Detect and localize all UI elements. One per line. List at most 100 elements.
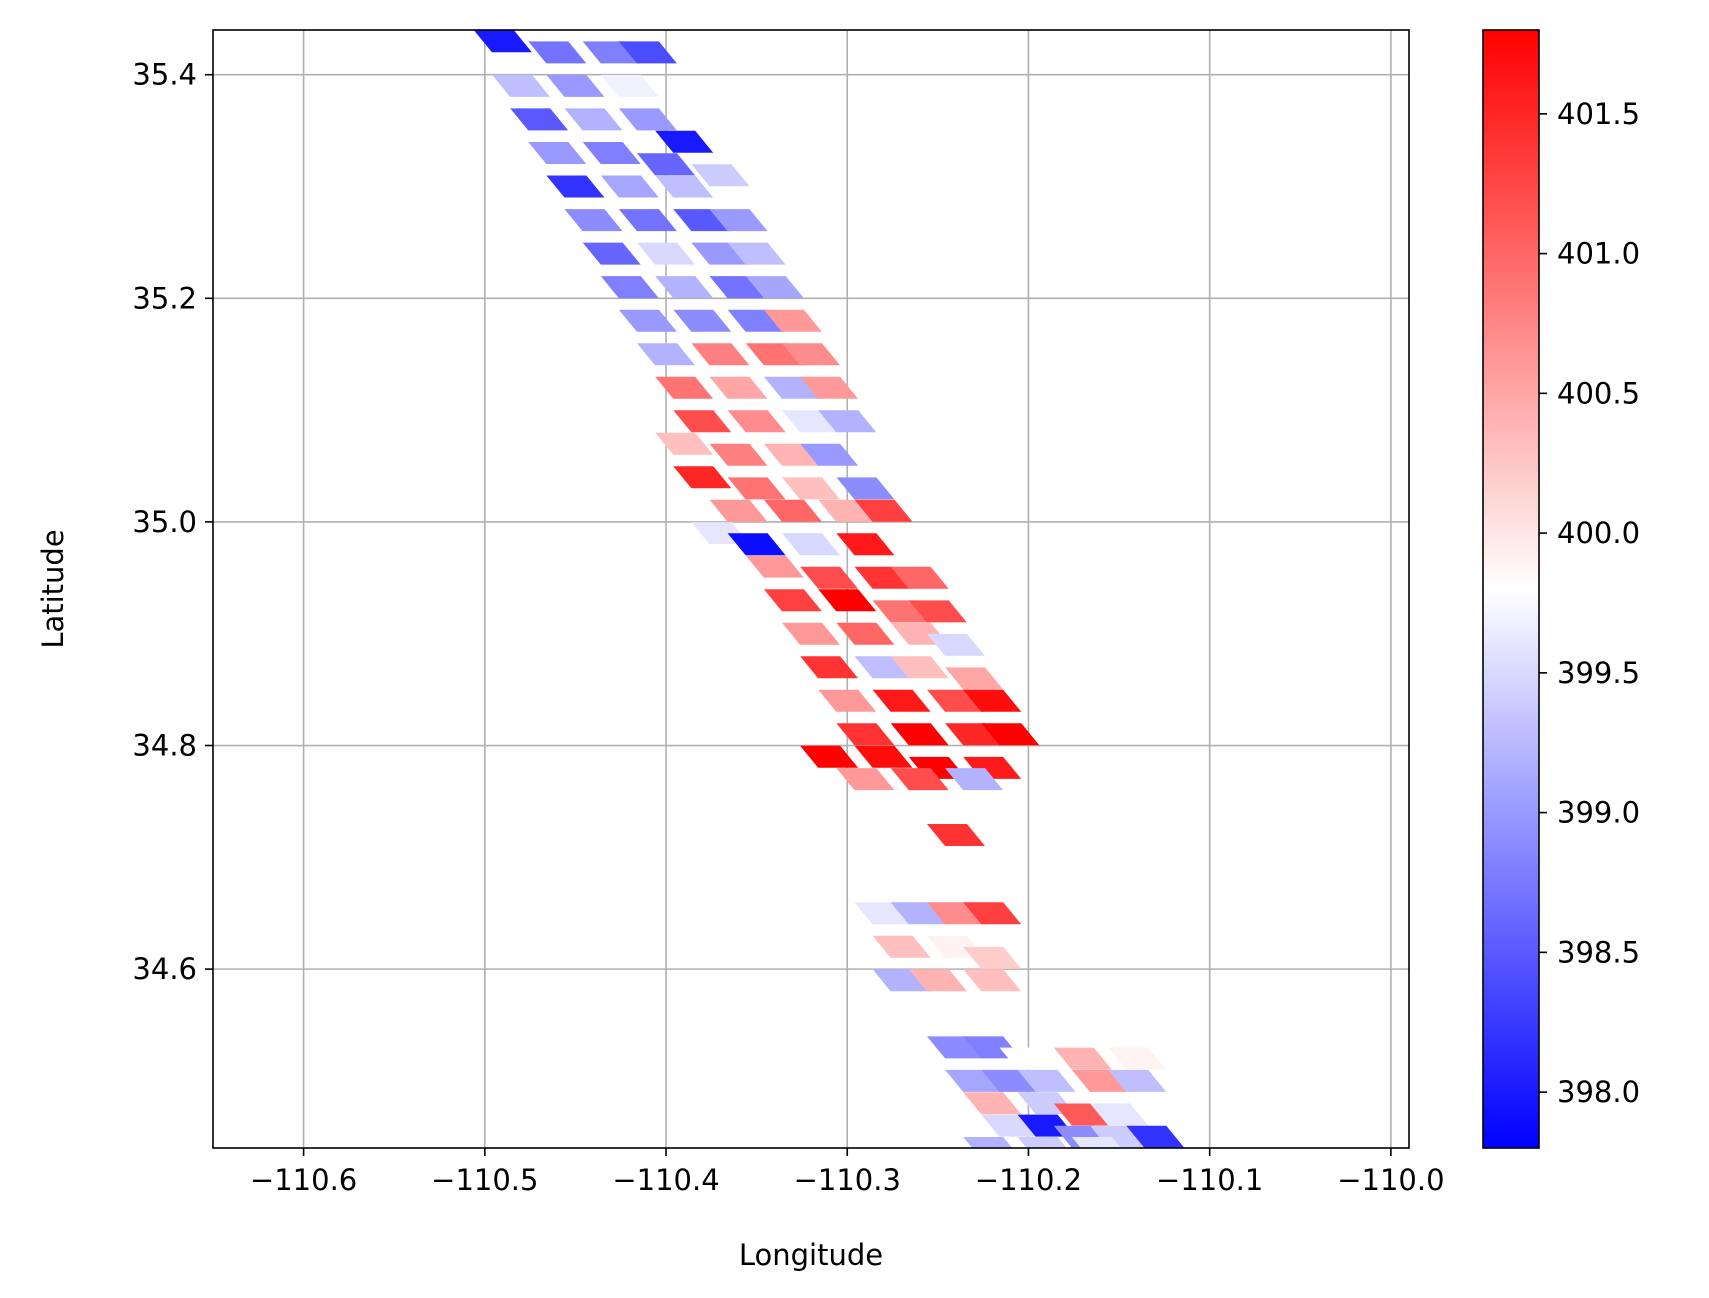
data-cell (618, 309, 677, 332)
data-cell (600, 175, 659, 198)
data-cell (691, 343, 750, 366)
data-cell (854, 499, 913, 522)
data-cell (836, 622, 895, 645)
y-axis-label: Latitude (36, 529, 70, 648)
data-cell (1053, 1047, 1112, 1070)
data-cell (745, 276, 804, 299)
grid-lines (213, 30, 1409, 1148)
data-cell (800, 566, 859, 589)
data-cell (655, 276, 714, 299)
x-tick-label: −110.3 (794, 1163, 901, 1197)
x-tick-label: −110.5 (431, 1163, 538, 1197)
data-cell (600, 74, 659, 97)
data-cell (908, 969, 967, 992)
data-cell (546, 175, 605, 198)
data-cell (637, 242, 695, 265)
data-cell (1071, 1137, 1121, 1148)
data-cell (782, 622, 840, 645)
y-tick-label: 35.0 (132, 505, 197, 539)
data-cell (564, 108, 623, 131)
colorbar-tick-label: 399.5 (1557, 656, 1640, 690)
colorbar-tick-label: 398.5 (1557, 935, 1640, 969)
x-tick-label: −110.1 (1156, 1163, 1263, 1197)
x-tick-label: −110.0 (1337, 1163, 1444, 1197)
data-cell (800, 745, 859, 768)
data-cell (890, 656, 949, 679)
data-cell (546, 74, 605, 97)
data-cell (1108, 1069, 1167, 1092)
data-cell (618, 108, 677, 131)
data-cell (872, 689, 931, 712)
data-cell (709, 443, 768, 466)
colorbar-ticks: 398.0 398.5 399.0 399.5 400.0 400.5 401.0 401.5 (1539, 97, 1640, 1109)
x-tick-label: −110.2 (975, 1163, 1082, 1197)
data-cell (836, 768, 895, 791)
plot-frame (212, 29, 1410, 1149)
y-tick-label: 34.8 (132, 729, 197, 763)
data-cell (582, 142, 641, 164)
data-cell (945, 768, 1004, 791)
data-cell (492, 74, 551, 97)
data-cell (618, 209, 677, 232)
data-cell (890, 566, 949, 589)
colorbar (1482, 29, 1540, 1149)
data-cell (655, 130, 714, 153)
x-axis-label: Longitude (739, 1238, 883, 1272)
data-cell (727, 477, 786, 500)
data-cell (836, 723, 895, 746)
colorbar-tick-label: 400.0 (1557, 516, 1640, 550)
data-cell (1017, 1137, 1067, 1148)
x-axis-ticks: −110.6 −110.5 −110.4 −110.3 −110.2 −110.1 −110… (250, 1148, 1445, 1197)
data-cell (655, 175, 714, 198)
data-cell (655, 432, 714, 455)
data-cell (963, 1137, 1013, 1148)
colorbar-tick-label: 399.0 (1557, 796, 1640, 830)
data-cell (782, 533, 840, 556)
data-cell (927, 824, 985, 846)
data-cell (1017, 1069, 1076, 1092)
y-tick-label: 34.6 (132, 952, 197, 986)
data-cell (709, 376, 768, 399)
data-cell (727, 410, 786, 433)
data-cell (763, 589, 822, 612)
data-cell (673, 309, 732, 332)
data-cell (836, 477, 895, 500)
data-cell (981, 723, 1040, 746)
data-cell (818, 589, 877, 612)
data-cell (927, 633, 985, 656)
data-cell (727, 242, 786, 265)
data-cell (854, 745, 913, 768)
data-cell (709, 209, 768, 232)
data-cell (872, 935, 931, 958)
data-cell (655, 376, 714, 399)
data-cell (564, 209, 623, 232)
data-cell (763, 309, 822, 332)
data-cell (637, 153, 695, 176)
data-cell (709, 499, 768, 522)
data-cell (908, 600, 967, 623)
data-cell (800, 443, 859, 466)
data-cell (528, 142, 587, 164)
data-marks (473, 30, 1185, 1148)
data-cell (890, 723, 949, 746)
data-cell (691, 164, 750, 187)
x-tick-label: −110.6 (250, 1163, 357, 1197)
data-cell (1090, 1103, 1149, 1126)
data-cell (673, 410, 732, 433)
data-cell (510, 108, 569, 131)
data-cell (763, 499, 822, 522)
data-cell (582, 242, 641, 265)
data-cell (963, 969, 1022, 992)
data-cell (673, 466, 732, 489)
data-cell (963, 1092, 1022, 1115)
data-cell (782, 343, 840, 366)
data-cell (473, 30, 532, 53)
data-cell (1126, 1125, 1185, 1148)
data-cell (963, 946, 1022, 969)
data-cell (637, 343, 695, 366)
data-cell (618, 41, 677, 64)
data-cell (745, 555, 804, 578)
data-cell (782, 477, 840, 500)
